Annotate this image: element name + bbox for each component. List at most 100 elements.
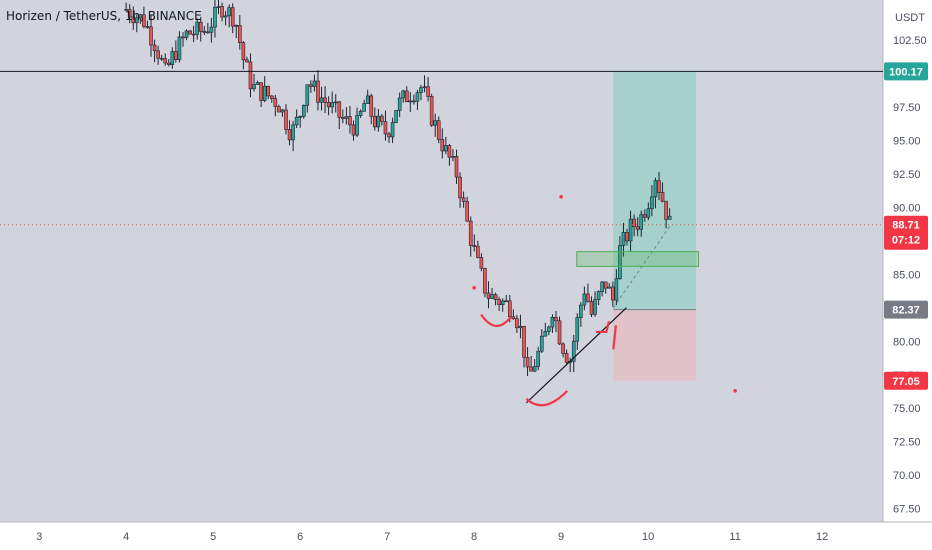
candle-body [390,122,395,138]
candle-body [202,31,207,33]
y-tick-label: 75.00 [893,403,921,415]
candle-body [447,145,452,158]
candle-body [486,292,491,299]
marker-dot [472,285,476,290]
candle-body [291,124,295,141]
candle-body [387,133,391,138]
candle-body [571,340,576,362]
candle-body [440,139,445,152]
candle-body [362,103,366,112]
candle-body [156,50,160,59]
candle-body [188,30,192,35]
candle-body [660,192,665,202]
candle-body [415,92,420,102]
candle-body [394,110,398,123]
candle-body [241,42,246,61]
position-zones[interactable] [613,71,696,381]
marker-dot [559,194,563,199]
candle-body [468,220,473,246]
candle-body [412,100,416,103]
candle-body [490,294,494,299]
candle-body [607,286,612,289]
x-tick-label: 9 [558,531,564,543]
candle-body [579,304,583,318]
candle-body [511,316,516,319]
candle-body [376,115,381,128]
right-shoulder-curve [595,320,618,350]
candle-body [628,218,633,242]
svg-text:77.05: 77.05 [892,376,920,388]
candle-body [373,116,377,128]
candle-body [209,26,214,33]
x-tick-label: 7 [384,531,390,543]
candle-body [451,156,455,158]
candle-body [333,101,338,104]
candle-body [529,366,533,372]
countdown-text: 07:12 [892,235,920,247]
candle-body [134,17,139,24]
candle-body [287,129,292,141]
entry-badge: 82.37 [884,300,928,319]
candle-body [177,36,182,60]
candle-body [163,58,168,64]
candles [124,0,672,377]
resistance-badge: 100.17 [884,62,928,81]
candle-body [198,21,203,32]
candle-body [234,25,239,27]
x-tick-label: 8 [471,531,477,543]
candle-body [479,257,484,269]
candle-body [397,97,402,111]
candle-body [500,300,505,305]
x-tick-label: 10 [642,531,654,543]
candle-body [625,232,629,242]
current-price-badge: 88.71 07:12 [884,215,928,250]
candle-body [476,245,480,258]
stop-badge: 77.05 [884,371,928,390]
candle-body [184,30,189,38]
candle-body [547,326,551,332]
candle-body [159,57,164,60]
candle-body [429,96,434,126]
candle-body [284,109,288,130]
candle-body [408,100,413,103]
candle-body [131,16,136,24]
candle-body [262,85,267,101]
candle-body [195,21,199,35]
candle-body [355,115,359,136]
candle-body [248,61,253,90]
candle-body [653,180,658,198]
candle-body [461,197,466,202]
candle-body [614,278,619,301]
candle-body [341,116,345,119]
svg-text:88.71: 88.71 [892,220,920,232]
candle-body [301,104,306,117]
candle-body [252,84,256,90]
candle-body [383,121,388,135]
candle-body [230,7,235,27]
candle-body [593,299,597,315]
candle-body [358,111,363,116]
plot-area [0,0,883,522]
drawings[interactable] [0,70,883,407]
candle-body [539,335,544,352]
price-scale[interactable] [883,0,932,522]
candle-body [213,6,217,28]
y-tick-label: 90.00 [893,202,921,214]
left-shoulder-curve [480,313,512,328]
candle-body [596,291,601,300]
candle-body [522,325,526,358]
candle-body [369,95,374,117]
y-tick-label: 102.50 [893,35,927,47]
candle-body [600,281,604,292]
time-scale[interactable] [0,522,932,550]
candle-body [220,6,224,18]
candle-body [365,95,370,104]
candle-body [667,215,672,220]
candle-body [525,357,530,368]
candle-body [657,180,661,193]
candle-body [298,116,303,118]
y-tick-label: 97.50 [893,102,921,114]
candle-body [454,156,459,178]
candle-body [223,15,228,18]
